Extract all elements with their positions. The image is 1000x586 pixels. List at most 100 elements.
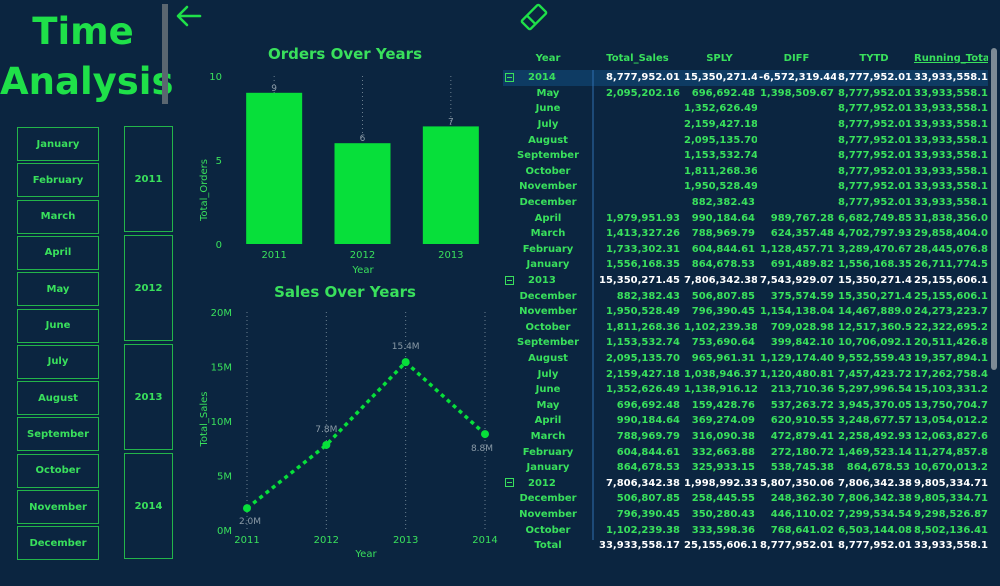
matrix-cell: 13,054,012.28 bbox=[914, 415, 988, 427]
sales-ytick-label: 15M bbox=[211, 363, 232, 374]
matrix-cell: July bbox=[537, 119, 559, 131]
matrix-month-row: February 1,733,302.31 604,844.61 1,128,457.… bbox=[503, 242, 988, 258]
matrix-cell: 6,503,144.08 bbox=[838, 524, 912, 536]
matrix-cell: March bbox=[530, 430, 566, 442]
matrix-cell: 1,128,457.71 bbox=[759, 243, 834, 255]
matrix-cell: 8,777,952.01 bbox=[838, 150, 912, 162]
matrix-cell: 8,502,136.41 bbox=[914, 524, 988, 536]
matrix-cell: Total bbox=[534, 540, 562, 552]
matrix-header-tytd[interactable]: TYTD bbox=[859, 52, 889, 64]
matrix-year-label: 2013 bbox=[528, 275, 556, 287]
orders-chart-xlabel: Year bbox=[351, 265, 374, 276]
matrix-cell: 20,511,426.88 bbox=[914, 337, 988, 349]
matrix-cell: 506,807.85 bbox=[616, 493, 680, 505]
month-slicer-item-february[interactable]: February bbox=[17, 163, 99, 198]
matrix-cell: 7,806,342.38 bbox=[684, 275, 757, 287]
matrix-cell: 1,138,916.12 bbox=[684, 384, 757, 396]
matrix-cell: 1,950,528.49 bbox=[605, 306, 680, 318]
matrix-cell: 2014 bbox=[503, 70, 593, 86]
matrix-header-running-total[interactable]: Running_Total bbox=[914, 52, 988, 64]
matrix-cell: 1,102,239.38 bbox=[684, 321, 757, 333]
matrix-cell: 33,933,558.17 bbox=[914, 540, 988, 552]
matrix-month-row: March 1,413,327.26 788,969.79 624,357.48 4,7… bbox=[503, 226, 988, 242]
month-slicer-item-july[interactable]: July bbox=[17, 344, 99, 379]
matrix-cell: 796,390.45 bbox=[616, 508, 680, 520]
matrix-cell: September bbox=[517, 150, 579, 162]
sales-ytick-label: 10M bbox=[211, 417, 232, 428]
year-slicer-item-2011[interactable]: 2011 bbox=[124, 126, 173, 232]
month-slicer-item-january[interactable]: January bbox=[17, 127, 99, 161]
matrix-cell: 17,262,758.44 bbox=[914, 368, 988, 380]
matrix-cell: 19,357,894.14 bbox=[914, 352, 988, 364]
matrix-month-row: March 788,969.79 316,090.38 472,879.41 2,258… bbox=[503, 429, 988, 445]
matrix-cell: October bbox=[525, 165, 571, 177]
matrix-month-row: October 1,102,239.38 333,598.36 768,641.02 6… bbox=[503, 522, 988, 538]
matrix-cell: 7,806,342.38 bbox=[838, 477, 912, 489]
matrix-cell: 5,297,996.54 bbox=[838, 384, 912, 396]
matrix-cell: 350,280.43 bbox=[691, 508, 755, 520]
matrix-cell: 696,692.48 bbox=[616, 399, 680, 411]
matrix-header-diff[interactable]: DIFF bbox=[783, 52, 810, 64]
matrix-scrollbar-thumb[interactable] bbox=[991, 48, 997, 370]
matrix-month-row: June 1,352,626.49 1,138,916.12 213,710.36 5,… bbox=[503, 382, 988, 398]
page-title-line2: Analysis bbox=[0, 60, 174, 103]
matrix-cell: 1,352,626.49 bbox=[605, 384, 680, 396]
month-slicer-item-october[interactable]: October bbox=[17, 453, 99, 488]
matrix-header-sply[interactable]: SPLY bbox=[706, 52, 733, 64]
matrix-header-year[interactable]: Year bbox=[535, 52, 561, 64]
month-slicer-item-november[interactable]: November bbox=[17, 490, 99, 524]
matrix-cell: 1,153,532.74 bbox=[684, 150, 757, 162]
collapse-icon[interactable] bbox=[505, 275, 514, 285]
matrix-cell: 8,777,952.01 bbox=[759, 540, 834, 552]
year-slicer-item-2013[interactable]: 2013 bbox=[124, 344, 173, 450]
matrix-month-row: December 506,807.85 258,445.55 248,362.30 7,… bbox=[503, 491, 988, 507]
matrix-year-row: 2014 8,777,952.01 15,350,271.45 -6,572,319.… bbox=[503, 70, 988, 86]
matrix-cell: 8,777,952.01 bbox=[838, 103, 912, 115]
collapse-icon[interactable] bbox=[505, 72, 514, 82]
month-slicer-item-december[interactable]: December bbox=[17, 526, 99, 561]
matrix-month-row: April 990,184.64 369,274.09 620,910.55 3,248… bbox=[503, 413, 988, 429]
matrix-cell: 7,299,534.54 bbox=[838, 508, 912, 520]
month-slicer-item-april[interactable]: April bbox=[17, 235, 99, 270]
matrix-cell: 15,350,271.45 bbox=[838, 275, 912, 287]
eraser-icon[interactable] bbox=[519, 2, 549, 32]
matrix-cell: 1,120,480.81 bbox=[759, 368, 834, 380]
matrix-cell: 399,842.10 bbox=[770, 337, 834, 349]
matrix-month-row: December 882,382.43 8,777,952.01 33,933,558… bbox=[503, 195, 988, 211]
matrix-cell: January bbox=[526, 462, 570, 474]
sales-xtick-label: 2011 bbox=[234, 535, 259, 546]
matrix-cell: 7,806,342.38 bbox=[838, 493, 912, 505]
sales-chart-title: Sales Over Years bbox=[274, 283, 416, 301]
orders-bar-2011 bbox=[246, 92, 303, 244]
month-slicer-item-august[interactable]: August bbox=[17, 381, 99, 416]
collapse-icon[interactable] bbox=[505, 478, 514, 488]
matrix-cell: 8,777,952.01 bbox=[838, 165, 912, 177]
matrix-cell: 332,663.88 bbox=[691, 446, 755, 458]
arrow-left-icon[interactable] bbox=[174, 4, 202, 28]
month-slicer-item-september[interactable]: September bbox=[17, 417, 99, 452]
matrix-header-total-sales[interactable]: Total_Sales bbox=[606, 52, 669, 64]
matrix-cell: March bbox=[530, 228, 566, 240]
month-slicer-item-june[interactable]: June bbox=[17, 308, 99, 343]
matrix-cell: 538,745.38 bbox=[770, 462, 834, 474]
sales-series-line bbox=[245, 359, 487, 510]
orders-ytick-label: 10 bbox=[209, 72, 222, 83]
matrix-cell bbox=[757, 179, 836, 195]
matrix-cell: 26,711,774.52 bbox=[914, 259, 988, 271]
matrix-cell: 1,811,268.36 bbox=[684, 165, 757, 177]
matrix-cell: 159,428.76 bbox=[691, 399, 755, 411]
matrix-month-row: October 1,811,268.36 1,102,239.38 709,028.9… bbox=[503, 320, 988, 336]
matrix-cell: 258,445.55 bbox=[691, 493, 755, 505]
month-slicer-item-may[interactable]: May bbox=[17, 272, 99, 307]
sales-point-2013 bbox=[401, 358, 410, 367]
year-slicer-item-2012[interactable]: 2012 bbox=[124, 235, 173, 341]
month-slicer-item-march[interactable]: March bbox=[17, 199, 99, 234]
matrix-month-row: July 2,159,427.18 1,038,946.37 1,120,480.81… bbox=[503, 366, 988, 382]
orders-chart-ylabel: Total_Orders bbox=[199, 159, 210, 222]
matrix-cell: 29,858,404.09 bbox=[914, 228, 988, 240]
year-slicer-item-2014[interactable]: 2014 bbox=[124, 453, 173, 559]
sales-ytick-label: 20M bbox=[211, 308, 232, 319]
matrix-month-row: November 796,390.45 350,280.43 446,110.02 7,… bbox=[503, 507, 988, 523]
matrix-cell: 8,777,952.01 bbox=[605, 72, 680, 84]
matrix-cell: 796,390.45 bbox=[691, 306, 755, 318]
